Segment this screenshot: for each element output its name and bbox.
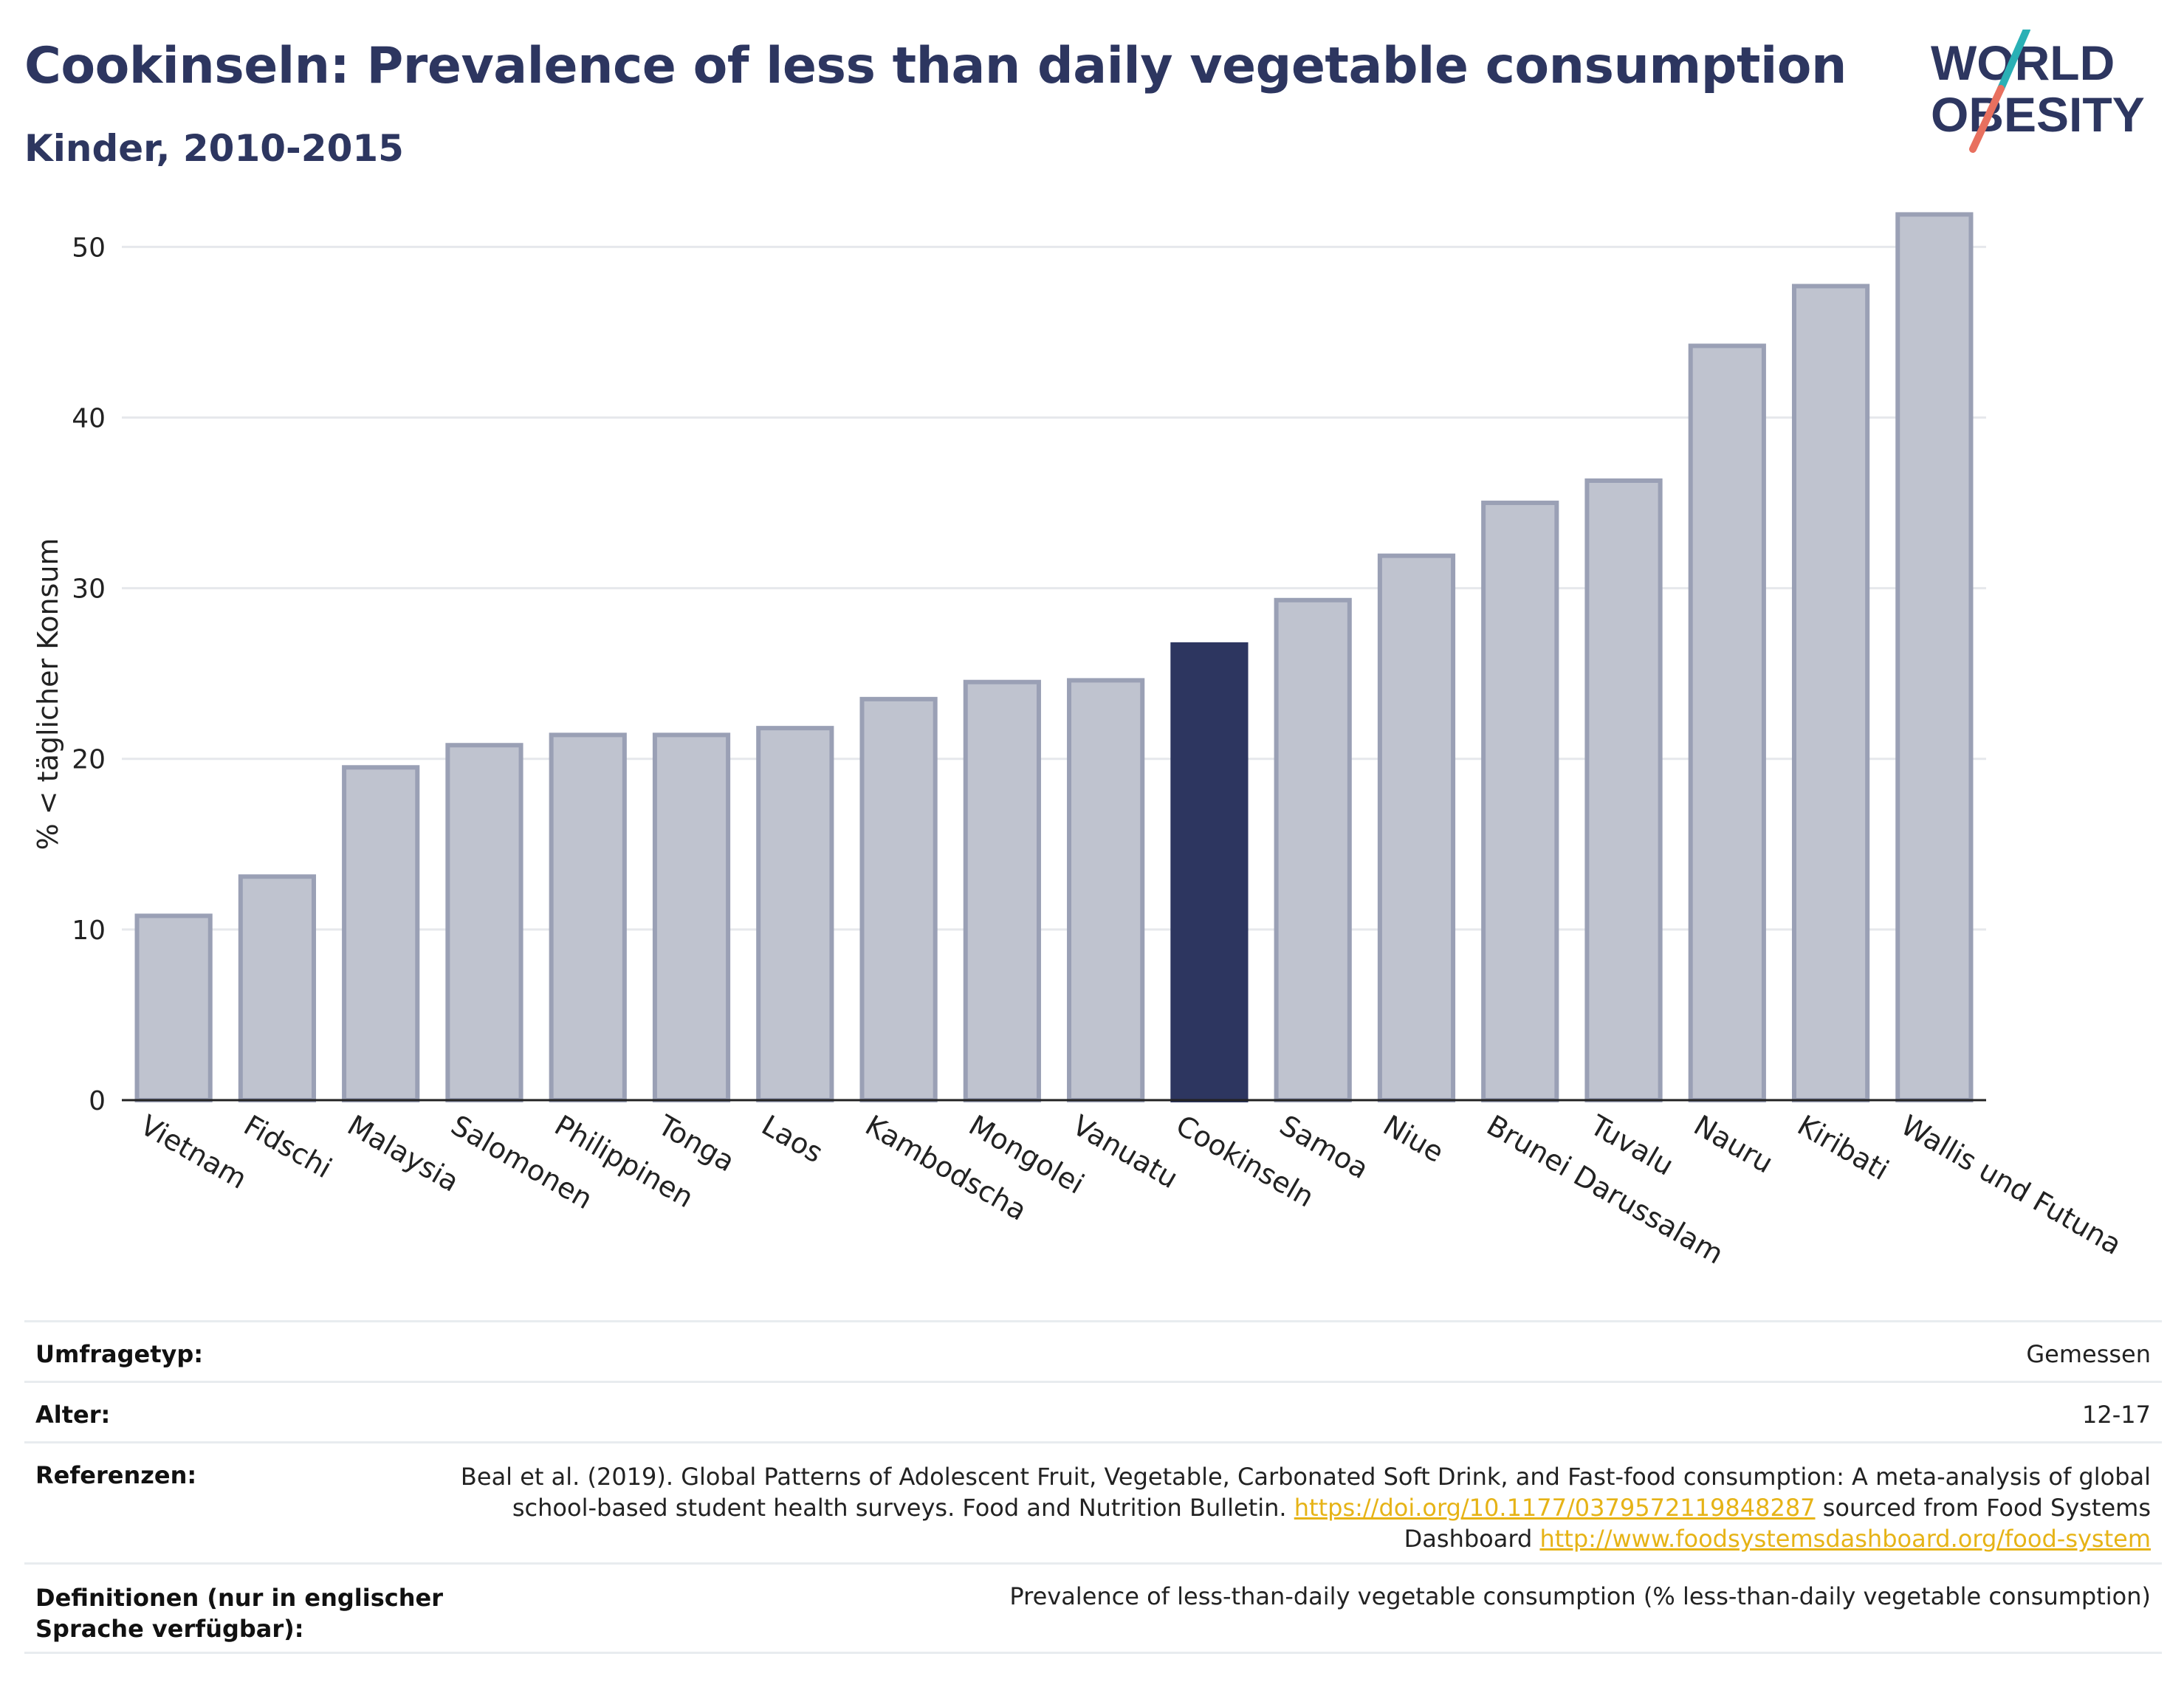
y-axis-ticks: 0 10 20 30 40 50 [72, 233, 106, 1116]
bar-tuvalu [1584, 478, 1663, 1102]
bars [134, 212, 1974, 1103]
x-tick-label: Laos [756, 1109, 828, 1170]
x-tick-label: Wallis und Futuna [1895, 1109, 2126, 1261]
y-tick-label: 0 [89, 1086, 106, 1116]
y-axis-label: % < täglicher Konsum [32, 538, 64, 851]
y-tick-label: 10 [72, 916, 106, 946]
y-tick-label: 30 [72, 574, 106, 605]
y-tick-label: 40 [72, 403, 106, 433]
age-value: 12-17 [2082, 1401, 2151, 1429]
x-tick-label: Vietnam [135, 1109, 253, 1195]
logo-slash-bottom [1969, 85, 2005, 153]
bar-salomonen [445, 743, 523, 1103]
chart-title: Cookinseln: Prevalence of less than dail… [24, 37, 1847, 95]
bar-samoa [1274, 597, 1352, 1102]
x-tick-label: Kiribati [1792, 1109, 1895, 1187]
definitions-value: Prevalence of less-than-daily vegetable … [1009, 1582, 2151, 1610]
survey-type-value: Gemessen [2026, 1340, 2151, 1368]
bar-mongolei [963, 679, 1041, 1102]
references-label: Referenzen: [35, 1461, 197, 1489]
food-systems-link[interactable]: http://www.foodsystemsdashboard.org/food… [1539, 1525, 2151, 1553]
bar-kambodscha [859, 696, 938, 1102]
logo-line2: OBESITY [1931, 87, 2145, 142]
survey-type-label: Umfragetyp: [35, 1340, 204, 1368]
definitions-label: Definitionen (nur in englischer Sprache … [35, 1584, 443, 1643]
y-tick-label: 50 [72, 233, 106, 263]
bar-malaysia [342, 765, 420, 1103]
age-row: Alter: 12-17 [24, 1381, 2162, 1441]
x-tick-label: Vanuatu [1067, 1109, 1184, 1195]
logo-slash-top [1997, 30, 2030, 92]
bar-philippinen [549, 732, 627, 1103]
metadata-table: Umfragetyp: Gemessen Alter: 12-17 Refere… [24, 1320, 2162, 1654]
x-tick-label: Niue [1378, 1109, 1449, 1169]
bar-tonga [652, 732, 731, 1103]
bar-fidschi [238, 874, 317, 1103]
x-tick-label: Nauru [1689, 1109, 1779, 1180]
bar-cookinseln [1170, 642, 1249, 1102]
definitions-row: Definitionen (nur in englischer Sprache … [24, 1562, 2162, 1654]
reference-text-2: sourced from Food Systems Dashboard [1404, 1494, 2151, 1553]
bar-vietnam [134, 913, 213, 1102]
world-obesity-logo: WORLD OBESITY [1931, 30, 2145, 153]
y-tick-label: 20 [72, 745, 106, 775]
bar-niue [1377, 553, 1456, 1102]
references-row: Referenzen: Beal et al. (2019). Global P… [24, 1441, 2162, 1562]
reference-text-1: Beal et al. (2019). Global Patterns of A… [460, 1463, 2151, 1522]
age-label: Alter: [35, 1401, 111, 1429]
grid-lines [122, 245, 1986, 931]
bar-vanuatu [1067, 678, 1145, 1102]
x-tick-label: Fidschi [238, 1109, 337, 1185]
bar-nauru [1688, 343, 1766, 1102]
x-tick-label: Malaysia [342, 1109, 464, 1198]
bar-brunei-darussalam [1481, 501, 1559, 1102]
survey-type-row: Umfragetyp: Gemessen [24, 1320, 2162, 1381]
chart-subtitle: Kinder, 2010-2015 [24, 127, 404, 170]
bar-kiribati [1791, 284, 1870, 1102]
bar-laos [756, 726, 834, 1102]
doi-link[interactable]: https://doi.org/10.1177/0379572119848287 [1294, 1494, 1816, 1522]
bar-wallis-und-futuna [1895, 212, 1974, 1102]
references-value: Beal et al. (2019). Global Patterns of A… [453, 1461, 2151, 1562]
